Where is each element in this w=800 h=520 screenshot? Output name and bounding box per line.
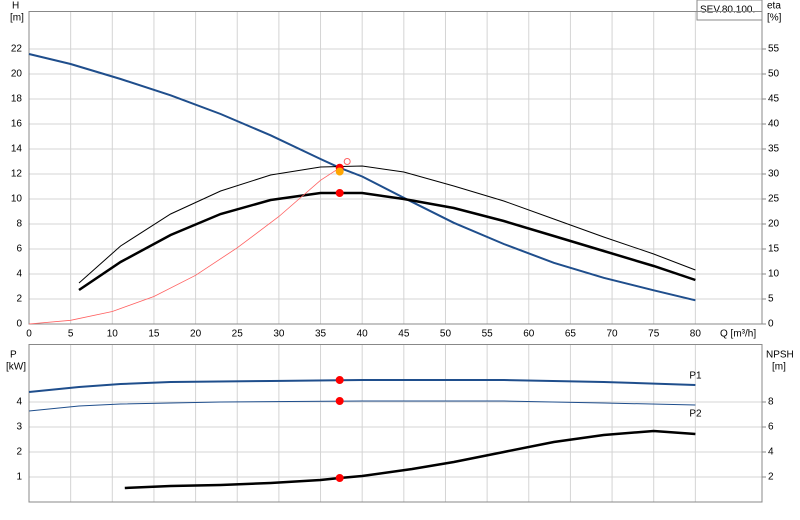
- y2-tick-label: 25: [768, 194, 780, 205]
- x-tick-label: 45: [398, 329, 410, 340]
- x-tick-label: 80: [690, 329, 702, 340]
- y-axis-unit: [m]: [10, 13, 24, 24]
- y-axis-label: P: [10, 350, 17, 361]
- x-tick-label: 60: [523, 329, 535, 340]
- curve: [124, 429, 696, 490]
- x-tick-label: 40: [357, 329, 369, 340]
- y2-axis-label: eta: [767, 1, 781, 12]
- y2-tick-label: 8: [768, 397, 774, 408]
- x-tick-label: 70: [607, 329, 619, 340]
- y-tick-label: 1: [16, 472, 22, 483]
- y2-tick-label: 15: [768, 244, 780, 255]
- y-tick-label: 8: [16, 219, 22, 230]
- y-tick-label: 2: [16, 294, 22, 305]
- x-tick-label: 65: [565, 329, 577, 340]
- series-label: P2: [689, 409, 702, 420]
- y-axis-label: H: [12, 1, 19, 12]
- curve: [28, 400, 696, 412]
- y-axis-unit: [kW]: [6, 362, 26, 373]
- y2-tick-label: 30: [768, 169, 780, 180]
- y2-tick-label: 5: [768, 294, 774, 305]
- y-tick-label: 4: [16, 397, 22, 408]
- chart-title: SEV.80.100.: [700, 5, 755, 16]
- curve: [28, 379, 696, 393]
- y-tick-label: 16: [11, 119, 23, 130]
- x-tick-label: 55: [482, 329, 494, 340]
- operating-point: [335, 397, 344, 405]
- y2-tick-label: 35: [768, 144, 780, 155]
- x-tick-label: 5: [68, 329, 74, 340]
- title-box: [696, 0, 763, 21]
- y2-tick-label: 50: [768, 69, 780, 80]
- y-tick-label: 6: [16, 244, 22, 255]
- x-tick-label: 75: [648, 329, 660, 340]
- y2-tick-label: 55: [768, 44, 780, 55]
- x-tick-label: 20: [190, 329, 202, 340]
- y-tick-label: 20: [11, 69, 23, 80]
- y-tick-label: 2: [16, 447, 22, 458]
- y-tick-label: 14: [11, 144, 23, 155]
- y2-tick-label: 6: [768, 422, 774, 433]
- y-tick-label: 12: [11, 169, 23, 180]
- y-tick-label: 18: [11, 94, 23, 105]
- x-tick-label: 10: [107, 329, 119, 340]
- plot-frame: [28, 344, 763, 503]
- y2-axis-unit: [m]: [772, 362, 786, 373]
- x-tick-label: 0: [26, 329, 32, 340]
- curve: [78, 191, 696, 292]
- y-tick-label: 10: [11, 194, 23, 205]
- y2-tick-label: 45: [768, 94, 780, 105]
- y2-tick-label: 4: [768, 447, 774, 458]
- x-tick-label: 25: [232, 329, 244, 340]
- y2-tick-label: 40: [768, 119, 780, 130]
- y2-axis-label: NPSH: [766, 350, 794, 361]
- x-tick-label: 50: [440, 329, 452, 340]
- series-label: P1: [689, 371, 702, 382]
- y2-tick-label: 2: [768, 472, 774, 483]
- operating-point: [343, 158, 351, 165]
- operating-point: [335, 167, 344, 176]
- x-tick-label: 30: [273, 329, 285, 340]
- x-axis-label: Q [m³/h]: [720, 329, 756, 340]
- operating-point: [335, 376, 344, 384]
- curve: [28, 167, 340, 325]
- y-tick-label: 22: [11, 44, 23, 55]
- y-tick-label: 3: [16, 422, 22, 433]
- y-tick-label: 4: [16, 269, 22, 280]
- y2-tick-label: 10: [768, 269, 780, 280]
- y-tick-label: 0: [16, 319, 22, 330]
- curve: [28, 53, 696, 302]
- plot-frame: [28, 11, 763, 325]
- operating-point: [335, 474, 344, 482]
- x-tick-label: 35: [315, 329, 327, 340]
- y2-tick-label: 20: [768, 219, 780, 230]
- curve: [78, 165, 696, 284]
- x-tick-label: 15: [148, 329, 160, 340]
- y2-tick-label: 0: [768, 319, 774, 330]
- y2-axis-unit: [%]: [767, 13, 782, 24]
- operating-point: [335, 189, 344, 197]
